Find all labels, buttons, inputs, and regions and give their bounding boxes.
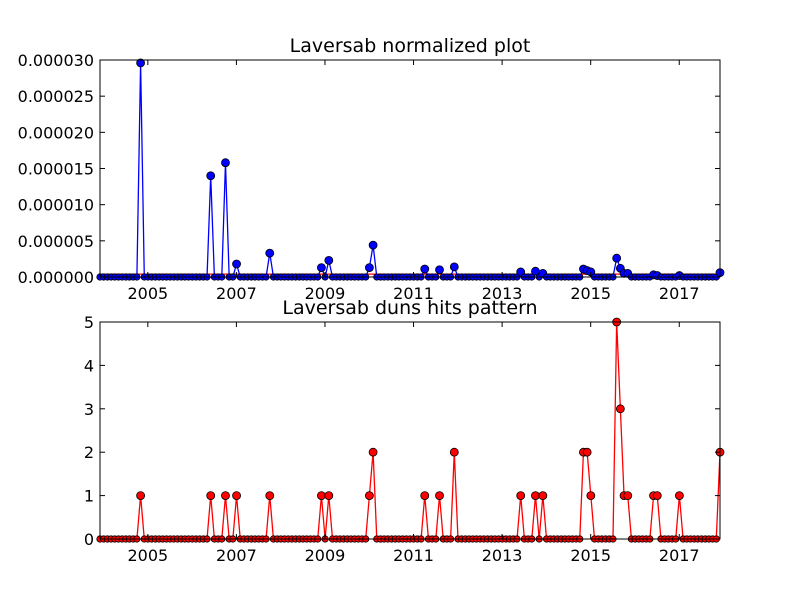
- duns-hits-series-line: [100, 321, 721, 540]
- normalized-ytick-label-1: 0.000005: [18, 232, 94, 251]
- normalized-point-73: [364, 263, 374, 273]
- normalized-xtick-label-1: 2007: [216, 284, 257, 303]
- duns-hits-xtick-label-1: 2007: [216, 546, 257, 565]
- normalized-point-140: [612, 253, 622, 263]
- normalized-point-88: [420, 264, 430, 274]
- normalized-xtick-label-6: 2017: [659, 284, 700, 303]
- normalized-ytick-label-5: 0.000025: [18, 87, 94, 106]
- duns-hits-point-141: [615, 404, 625, 414]
- duns-hits-point-143: [623, 491, 633, 501]
- normalized-point-92: [435, 265, 444, 275]
- duns-hits-xtick-label-3: 2011: [393, 546, 434, 565]
- duns-hits-xtick-label-2: 2009: [305, 546, 346, 565]
- duns-hits-point-151: [652, 491, 662, 501]
- duns-hits-point-132: [582, 447, 592, 457]
- duns-hits-ytick-label-4: 4: [84, 356, 94, 375]
- normalized-ytick-label-6: 0.000030: [18, 51, 94, 70]
- normalized-point-62: [324, 255, 334, 265]
- normalized-data-area: [96, 58, 725, 281]
- normalized-point-60: [317, 263, 326, 273]
- duns-hits-point-73: [364, 491, 374, 501]
- normalized-point-46: [265, 248, 275, 258]
- duns-hits-point-120: [538, 491, 548, 501]
- duns-hits-xtick-label-4: 2013: [482, 546, 523, 565]
- normalized-plot: Laversab normalized plot 0.000000 0.00000…: [18, 35, 725, 303]
- normalized-point-74: [368, 240, 378, 250]
- duns-hits-point-96: [449, 447, 459, 457]
- normalized-ytick-label-0: 0.000000: [18, 268, 94, 287]
- normalized-xtick-label-4: 2013: [482, 284, 523, 303]
- normalized-xtick-label-2: 2009: [305, 284, 346, 303]
- normalized-ytick-label-2: 0.000010: [18, 196, 94, 215]
- duns-hits-point-88: [420, 491, 430, 501]
- normalized-xtick-label-3: 2011: [393, 284, 434, 303]
- normalized-point-11: [136, 58, 146, 68]
- duns-hits-point-11: [136, 491, 146, 501]
- normalized-ytick-label-4: 0.000020: [18, 123, 94, 142]
- duns-hits-frame: [99, 321, 721, 540]
- normalized-xtick-label-5: 2015: [570, 284, 611, 303]
- duns-hits-point-114: [516, 491, 526, 501]
- duns-hits-point-118: [531, 491, 540, 501]
- duns-hits-point-74: [368, 447, 378, 457]
- duns-hits-point-62: [324, 491, 334, 501]
- duns-hits-point-60: [317, 491, 326, 501]
- normalized-point-30: [206, 171, 216, 181]
- duns-hits-point-34: [221, 491, 230, 501]
- duns-hits-ytick-label-3: 3: [84, 400, 94, 419]
- duns-hits-point-133: [586, 491, 596, 501]
- duns-hits-point-37: [232, 491, 241, 501]
- duns-hits-xtick-label-6: 2017: [659, 546, 700, 565]
- normalized-point-34: [221, 158, 230, 168]
- normalized-series-line: [100, 62, 721, 280]
- duns-hits-ytick-label-1: 1: [84, 487, 94, 506]
- normalized-point-96: [449, 262, 459, 272]
- normalized-plot-title: Laversab normalized plot: [290, 35, 531, 57]
- duns-hits-xtick-label-5: 2015: [570, 546, 611, 565]
- normalized-point-37: [232, 259, 241, 269]
- normalized-frame: [99, 59, 721, 278]
- duns-hits-xtick-label-0: 2005: [127, 546, 168, 565]
- duns-hits-ytick-label-2: 2: [84, 443, 94, 462]
- duns-hits-plot: Laversab duns hits pattern 0 1 2 3 4 5 2005 200…: [84, 297, 725, 565]
- duns-hits-ytick-label-0: 0: [84, 530, 94, 549]
- duns-hits-point-30: [206, 491, 216, 501]
- duns-hits-point-92: [435, 491, 444, 501]
- normalized-ytick-label-3: 0.000015: [18, 160, 94, 179]
- duns-hits-data-area: [96, 317, 725, 543]
- duns-hits-plot-title: Laversab duns hits pattern: [282, 297, 537, 319]
- duns-hits-ytick-label-5: 5: [84, 313, 94, 332]
- duns-hits-point-46: [265, 491, 275, 501]
- duns-hits-point-157: [675, 491, 684, 501]
- normalized-xtick-label-0: 2005: [127, 284, 168, 303]
